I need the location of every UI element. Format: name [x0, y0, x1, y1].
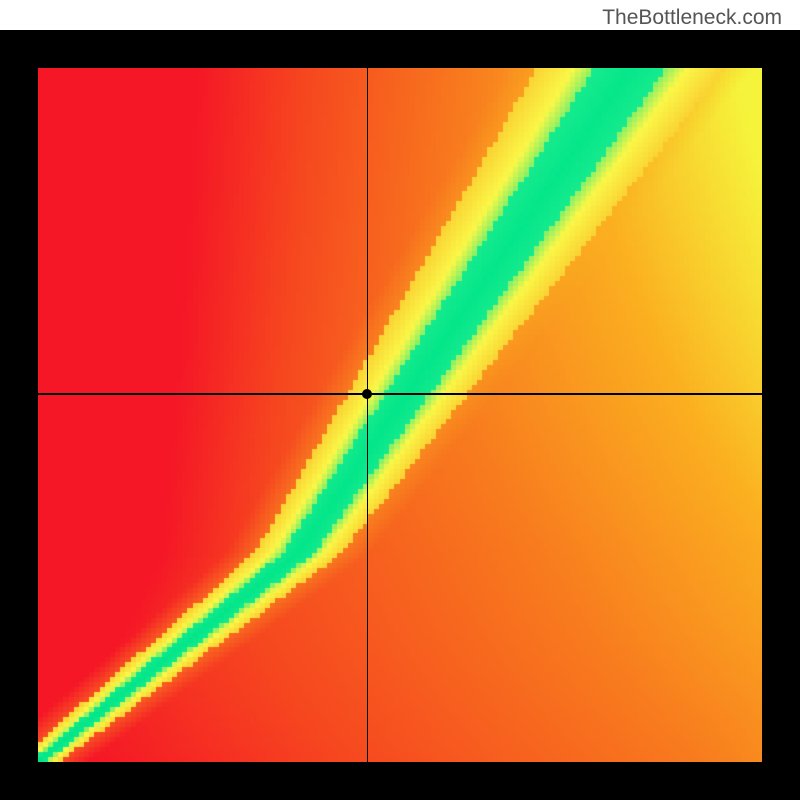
crosshair-horizontal	[38, 393, 762, 395]
crosshair-vertical	[367, 68, 369, 762]
watermark-text: TheBottleneck.com	[602, 6, 782, 30]
heatmap-canvas	[38, 68, 762, 762]
